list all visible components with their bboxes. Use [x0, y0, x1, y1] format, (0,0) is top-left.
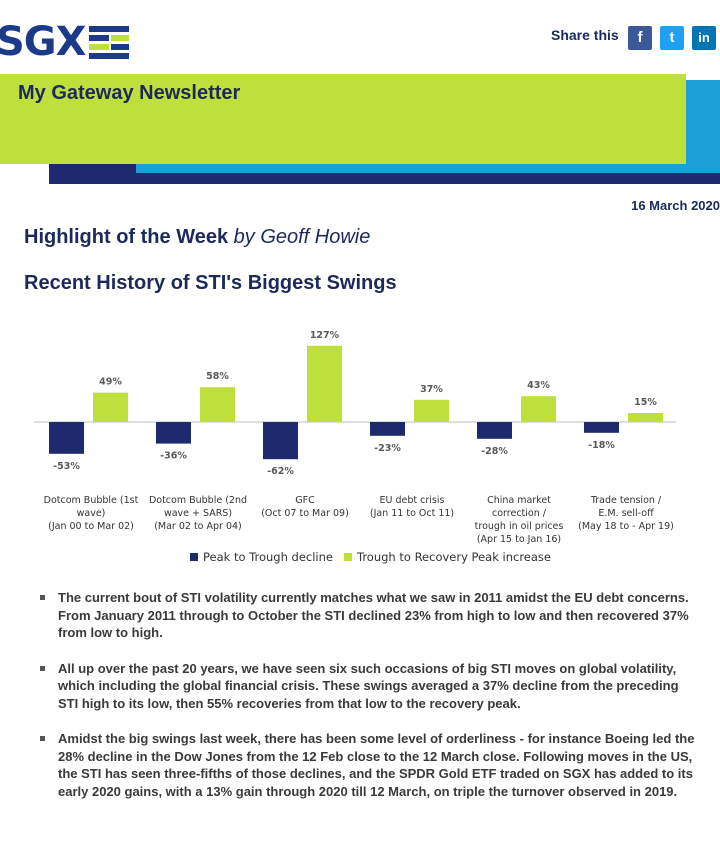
category-label: trough in oil prices [475, 521, 564, 532]
newsletter-title: My Gateway Newsletter [18, 82, 241, 104]
sgx-logo: SGX [0, 19, 130, 65]
category-label: (Jan 11 to Oct 11) [370, 508, 454, 519]
bar-increase [628, 413, 663, 422]
category-label: wave) [77, 508, 106, 519]
twitter-icon[interactable]: t [660, 26, 684, 50]
bullet-text: The current bout of STI volatility curre… [58, 590, 689, 640]
category-label: (Apr 15 to Jan 16) [477, 534, 561, 545]
bar-increase [521, 396, 556, 422]
highlight-author: by Geoff Howie [233, 226, 371, 248]
bar-decline [49, 422, 84, 454]
category-label: GFC [295, 495, 315, 506]
category-label: EU debt crisis [380, 495, 445, 506]
legend-swatch-increase [344, 553, 352, 561]
highlight-heading: Highlight of the Week by Geoff Howie [24, 226, 370, 249]
data-label: 49% [99, 377, 122, 388]
data-label: -62% [267, 466, 294, 477]
bar-decline [370, 422, 405, 436]
category-label: E.M. sell-off [598, 508, 654, 519]
category-label: correction / [492, 508, 547, 519]
bullet-list: The current bout of STI volatility curre… [40, 589, 700, 818]
logo-stripes-icon [89, 24, 130, 60]
legend-swatch-decline [190, 553, 198, 561]
data-label: 15% [634, 397, 657, 408]
bar-increase [200, 387, 235, 422]
category-label: (Mar 02 to Apr 04) [154, 521, 242, 532]
category-label: Dotcom Bubble (1st [44, 495, 139, 506]
bullet-text: All up over the past 20 years, we have s… [58, 660, 679, 711]
bar-increase [93, 392, 128, 422]
bullet-icon [40, 736, 45, 741]
data-label: -53% [53, 461, 80, 472]
category-label: China market [487, 495, 551, 506]
share-label: Share this [551, 27, 619, 43]
sti-swings-chart: -53% 49% Dotcom Bubble (1st wave) (Jan 00 to… [34, 330, 676, 564]
category-label: Dotcom Bubble (2nd [149, 495, 247, 506]
legend-label-decline: Peak to Trough decline [203, 550, 333, 564]
data-label: -28% [481, 446, 508, 457]
data-label: 43% [527, 380, 550, 391]
category-label: (May 18 to - Apr 19) [578, 521, 674, 532]
issue-date: 16 March 2020 [631, 198, 720, 213]
logo-text: SGX [0, 19, 86, 65]
data-label: 37% [420, 384, 443, 395]
bar-decline [477, 422, 512, 439]
bullet-item: The current bout of STI volatility curre… [40, 589, 700, 642]
highlight-title: Highlight of the Week [24, 226, 229, 248]
bar-decline [584, 422, 619, 433]
category-label: Trade tension / [590, 495, 662, 506]
facebook-icon[interactable]: f [628, 26, 652, 50]
data-label: 58% [206, 371, 229, 382]
bullet-icon [40, 665, 45, 671]
bar-increase [307, 345, 342, 422]
bullet-item: Amidst the big swings last week, there h… [40, 730, 700, 800]
data-label: -23% [374, 443, 401, 454]
category-label: (Oct 07 to Mar 09) [261, 508, 349, 519]
category-label: (Jan 00 to Mar 02) [48, 521, 134, 532]
bullet-item: All up over the past 20 years, we have s… [40, 660, 700, 713]
category-label: wave + SARS) [164, 508, 232, 519]
data-label: -18% [588, 440, 615, 451]
data-label: 127% [310, 330, 340, 341]
bar-decline [263, 422, 298, 460]
bullet-text: Amidst the big swings last week, there h… [58, 731, 695, 799]
bar-decline [156, 422, 191, 444]
bar-increase [414, 399, 449, 422]
data-label: -36% [160, 451, 187, 462]
legend-label-increase: Trough to Recovery Peak increase [356, 550, 551, 564]
section-title: Recent History of STI's Biggest Swings [24, 272, 397, 294]
banner-green-band [0, 74, 686, 164]
linkedin-icon[interactable]: in [692, 26, 716, 50]
bullet-icon [40, 595, 45, 600]
